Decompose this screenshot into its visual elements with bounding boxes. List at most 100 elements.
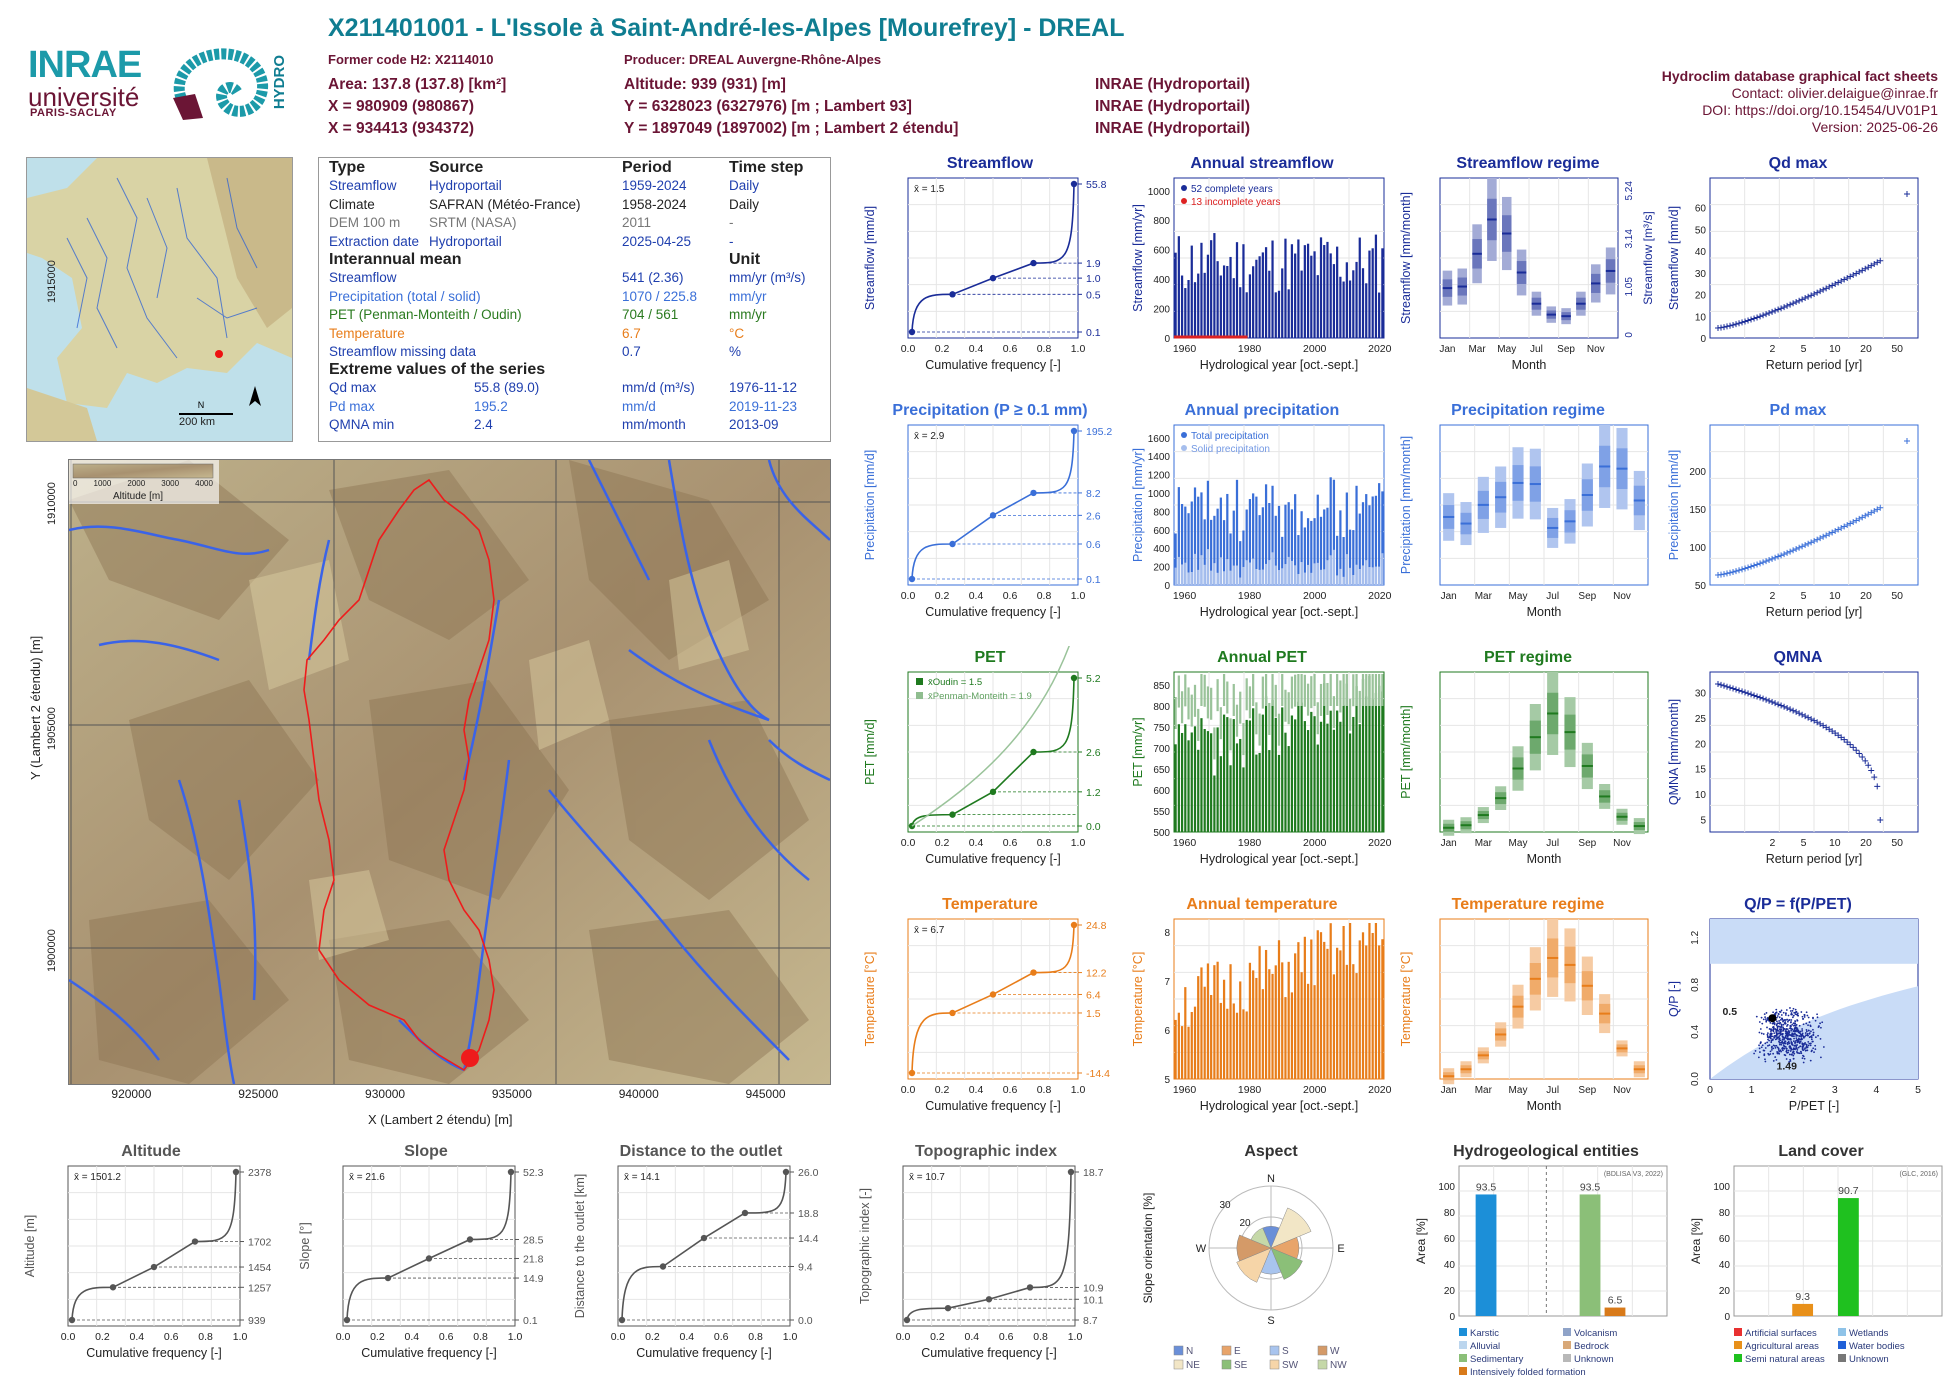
map-x-label: X (Lambert 2 étendu) [m]: [368, 1112, 513, 1127]
scatter-point: [1793, 1022, 1795, 1025]
annual-bar: [1371, 496, 1374, 585]
x-lambert2e: X = 934413 (934372): [328, 120, 475, 137]
annual-bar-secondary: [1216, 679, 1219, 712]
map-x-tick: 925000: [238, 1087, 279, 1101]
y-axis-label: Streamflow [mm/d]: [863, 206, 877, 310]
legend-label: W: [1330, 1346, 1340, 1357]
x-axis-label: Cumulative frequency [-]: [636, 1346, 771, 1360]
data-point: [1760, 695, 1767, 702]
scatter-point: [1788, 1027, 1791, 1030]
annual-bar-secondary: [1326, 682, 1329, 715]
y-tick: 10: [1695, 790, 1707, 801]
annual-bar: [1219, 756, 1222, 832]
y-tick: 5: [1700, 815, 1706, 826]
scatter-point: [1799, 1050, 1802, 1053]
scatter-point: [1781, 1032, 1784, 1035]
annual-bar: [1177, 1012, 1180, 1079]
data-point: [1739, 319, 1746, 326]
annual-bar-secondary: [1274, 684, 1277, 717]
annual-bar: [1313, 251, 1316, 338]
data-point: [1742, 689, 1749, 696]
legend-swatch: [1459, 1367, 1467, 1375]
y-tick: 1600: [1148, 434, 1171, 445]
scatter-point: [1788, 1033, 1791, 1036]
annual-bar: [1345, 683, 1348, 832]
scatter-point: [1796, 1047, 1798, 1050]
annual-bar: [1213, 775, 1216, 832]
scatter-point: [1791, 1028, 1794, 1031]
chart-title: Topographic index: [915, 1143, 1057, 1160]
annual-bar: [1203, 986, 1206, 1079]
scatter-point: [1808, 1032, 1811, 1035]
annual-bar: [1252, 266, 1255, 338]
legend-label: Artificial surfaces: [1745, 1328, 1817, 1339]
data-point: [1772, 307, 1779, 314]
annual-bar: [1345, 964, 1348, 1079]
annual-bar-secondary: [1374, 674, 1378, 706]
rose-sector: [1270, 1207, 1312, 1249]
map-x-tick: 935000: [491, 1087, 532, 1101]
annual-bar: [1177, 236, 1180, 338]
x-axis-label: Hydrological year [oct.-sept.]: [1200, 1099, 1358, 1113]
scatter-point: [1783, 1042, 1786, 1045]
chart-topo: Topographic index 0.0 0.2 0.4 0.6 0.8 1.0 Cumul…: [858, 1143, 1104, 1360]
solid-precip-bar: [1329, 555, 1332, 585]
scatter-point: [1802, 1023, 1805, 1026]
x-tick: Jan: [1441, 1085, 1457, 1096]
annual-bar: [1235, 743, 1239, 832]
row-type: Climate: [329, 196, 375, 212]
scatter-point: [1814, 1019, 1817, 1022]
data-point: [1736, 567, 1743, 574]
annual-bar-secondary: [1226, 681, 1229, 714]
scatter-point: [1774, 1056, 1777, 1058]
right-tick-label: 14.9: [523, 1273, 544, 1285]
hydro-logo-text: HYDRO: [271, 55, 288, 110]
annual-bar: [1229, 256, 1232, 338]
data-point: [1808, 716, 1815, 723]
extreme-unit: mm/month: [622, 417, 686, 432]
y-axis-label: Precipitation [mm/d]: [1668, 450, 1681, 560]
scatter-point: [1779, 1011, 1782, 1013]
solid-precip-bar: [1239, 577, 1242, 585]
scatter-point: [1780, 1014, 1783, 1016]
x-axis-label: Month: [1527, 605, 1562, 619]
legend-tick: 0: [73, 479, 78, 488]
mean-label: PET (Penman-Monteith / Oudin): [329, 307, 522, 322]
right-tick-label: 1257: [248, 1282, 272, 1294]
scatter-point: [1795, 1027, 1798, 1030]
row-period: 2025-04-25: [622, 233, 692, 249]
annual-bar-secondary: [1339, 680, 1342, 713]
scatter-point: [1793, 1037, 1795, 1040]
scatter-point: [1788, 1019, 1791, 1021]
data-point: [1748, 691, 1755, 698]
map-y-tick: 1915000: [46, 260, 58, 303]
mean-label: Temperature: [329, 325, 405, 341]
annual-bar: [1352, 964, 1355, 1079]
annual-bar-secondary: [1268, 702, 1271, 735]
annual-bar-secondary: [1180, 691, 1184, 724]
chart-distance: Distance to the outlet 0.0 0.2 0.4 0.6 0.8 1.0…: [573, 1143, 819, 1360]
scatter-point: [1767, 1044, 1769, 1047]
source-note: (BDLISA V3, 2022): [1604, 1171, 1663, 1178]
x-tick: 10: [1829, 343, 1841, 355]
scatter-point: [1775, 1031, 1778, 1034]
scatter-point: [1774, 1035, 1776, 1038]
legend-swatch: [1838, 1354, 1846, 1362]
annual-bar: [1316, 275, 1319, 338]
annual-bar-secondary: [1229, 718, 1232, 751]
annual-bar: [1245, 292, 1248, 338]
annual-bar: [1368, 676, 1371, 832]
scatter-point: [1793, 1052, 1796, 1055]
scatter-point: [1766, 1016, 1769, 1019]
data-point: [1805, 714, 1812, 721]
scatter-point: [1771, 1045, 1773, 1048]
scatter-point: [1801, 1043, 1804, 1045]
data-point: [1721, 324, 1728, 331]
chart-title: Annual temperature: [1186, 896, 1337, 913]
chart-title: Streamflow: [947, 155, 1034, 172]
annual-bar: [1174, 1019, 1177, 1079]
chart-title: PET: [974, 649, 1005, 666]
annual-bar-secondary: [1187, 687, 1190, 720]
x-tick: 0.8: [1037, 837, 1052, 849]
annual-bar-secondary: [1197, 708, 1200, 741]
